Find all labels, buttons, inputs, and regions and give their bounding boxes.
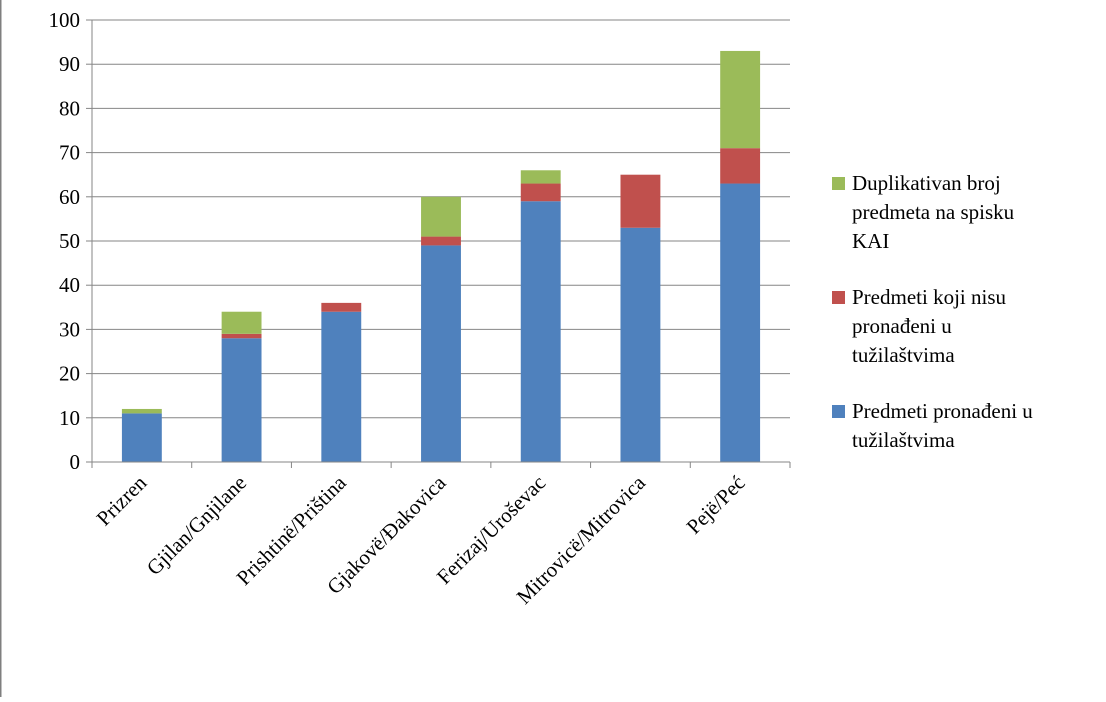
legend-swatch [832,405,845,418]
bar-segment [221,338,262,462]
legend-swatch [832,177,845,190]
y-tick-label: 0 [70,450,81,474]
legend-label-line: tužilaštvima [852,343,955,367]
bar-segment [121,408,162,414]
bars [121,50,761,463]
bar-segment [520,201,561,462]
bar-segment [720,183,761,463]
bar-segment [620,227,661,462]
bar-segment [121,413,162,462]
y-tick-label: 90 [59,52,80,76]
x-category-label: Prizren [92,470,152,530]
bar-segment [421,196,461,237]
legend-label-line: KAI [852,229,889,253]
legend-label: Predmeti koji nisu pronađeni u tužilaštvim… [852,285,1006,367]
legend-label: Duplikativan broj predmeta na spisku KAI [852,171,1015,253]
bar-segment [321,302,362,312]
bar-segment [321,311,362,462]
legend-label-line: Predmeti koji nisu [852,285,1006,309]
bar-segment [520,170,561,184]
x-category-label: Gjilan/Gnjilane [142,471,251,580]
bar-segment [421,245,461,462]
legend-swatch [832,291,845,304]
legend-label-line: pronađeni u [852,314,952,338]
axes [86,19,791,468]
bar-segment [720,50,761,149]
x-category-label: Pejë/Peć [682,471,750,539]
y-tick-label: 80 [59,96,80,120]
legend: Duplikativan broj predmeta na spisku KAI Pr… [832,171,1033,452]
y-tick-label: 60 [59,185,80,209]
legend-label-line: Duplikativan broj [852,171,1001,195]
bar-segment [221,311,262,334]
outer-frame-left [0,0,2,697]
y-tick-label: 30 [59,317,80,341]
bar-segment [520,183,561,202]
bar-segment [620,174,661,228]
y-tick-label: 20 [59,362,80,386]
legend-label-line: Predmeti pronađeni u [852,399,1033,423]
legend-label-line: tužilaštvima [852,428,955,452]
legend-label: Predmeti pronađeni u tužilaštvima [852,399,1033,452]
y-tick-label: 10 [59,406,80,430]
bar-segment [720,148,761,184]
y-tick-label: 50 [59,229,80,253]
y-tick-label: 40 [59,273,80,297]
y-tick-label: 70 [59,141,80,165]
y-tick-label: 100 [49,8,81,32]
bar-segment [421,236,461,246]
bar-segment [221,333,262,339]
legend-label-line: predmeta na spisku [852,200,1015,224]
